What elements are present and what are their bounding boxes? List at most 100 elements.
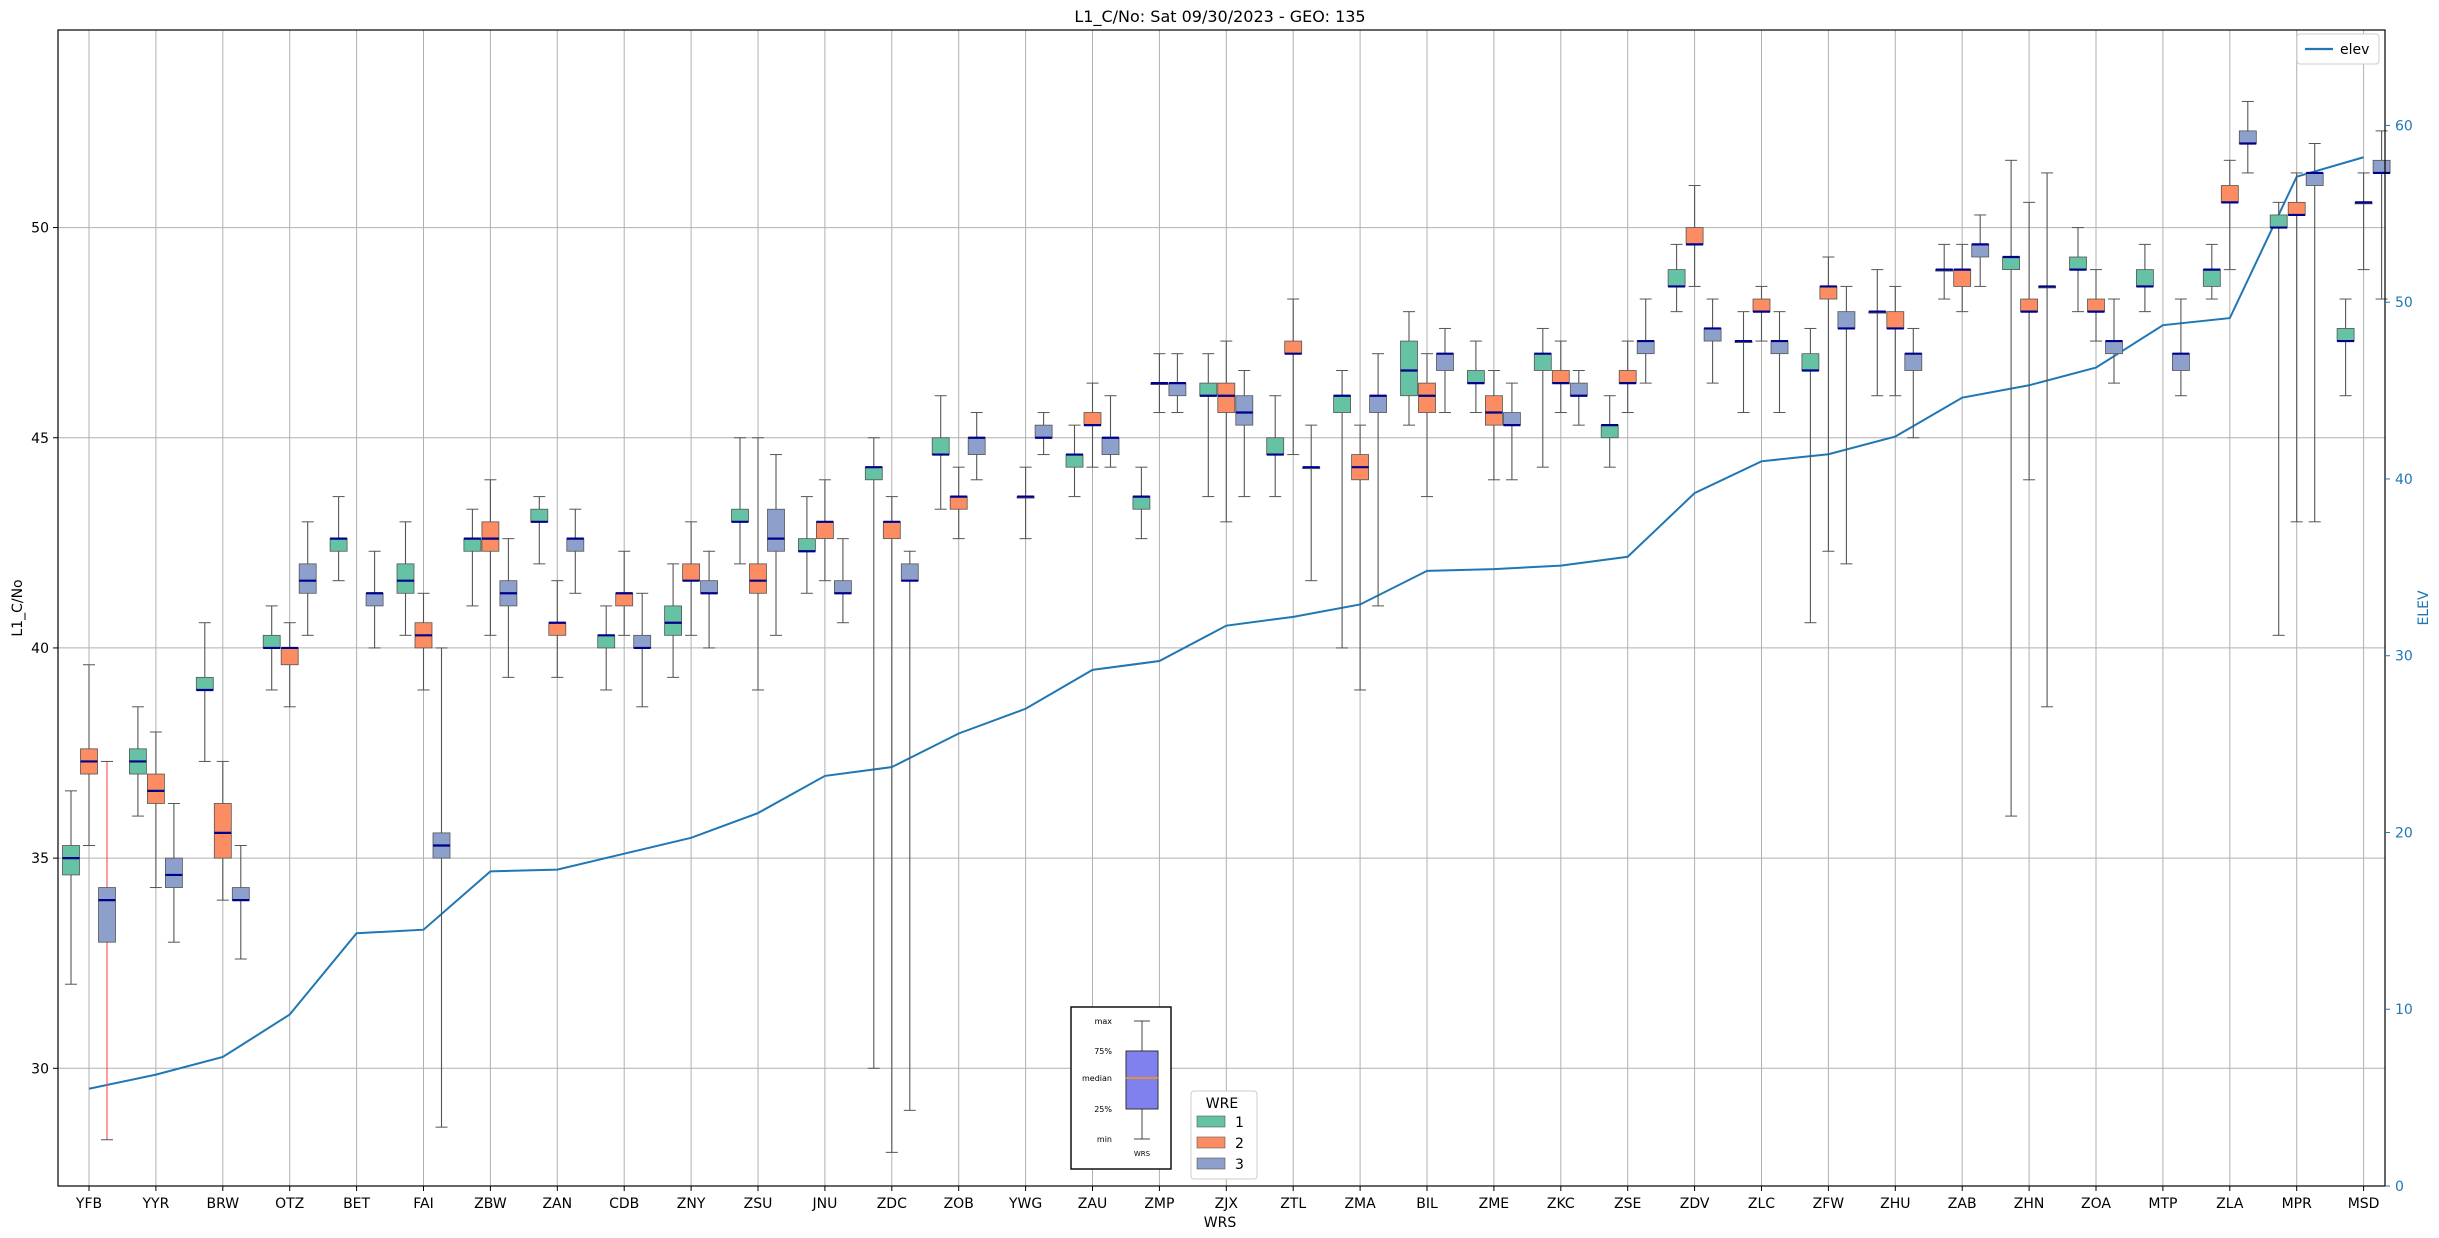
box-jnu-1 (798, 496, 816, 594)
box-body (2069, 256, 2087, 271)
box-zjx-3 (1235, 369, 1254, 498)
box-otz-1 (262, 605, 281, 691)
box-zau-2 (1083, 382, 1102, 468)
box-body (365, 592, 384, 607)
box-msd-3 (2372, 130, 2391, 300)
box-body (1101, 437, 1120, 455)
box-body (633, 634, 652, 649)
plot-frame (57, 29, 2386, 1187)
box-body (1034, 424, 1053, 439)
box-body (1503, 412, 1521, 426)
elev-line (88, 156, 2364, 1090)
elev-layer (88, 156, 2364, 1090)
box-zbw-3 (499, 538, 518, 678)
box-brw-3 (231, 845, 250, 960)
box-body (2135, 269, 2154, 287)
box-zkc-3 (1569, 369, 1588, 426)
wre-legend-label-2: 2 (1235, 1136, 1244, 1152)
box-body (195, 676, 214, 691)
key-box: max 75% median 25% min WRS (1070, 1006, 1172, 1170)
box-zob-3 (967, 412, 986, 481)
box-brw-1 (195, 622, 214, 762)
box-body (231, 887, 250, 901)
box-zsu-3 (767, 454, 785, 636)
x-tick-label: OTZ (275, 1196, 304, 1212)
key-box-body (1125, 1050, 1159, 1110)
box-body (62, 845, 80, 876)
box-body (664, 605, 682, 636)
box-body (2105, 340, 2123, 355)
box-zdc-3 (900, 550, 919, 1111)
x-tick-label: ZAB (1948, 1196, 1977, 1212)
box-jnu-3 (834, 538, 852, 624)
box-body (1618, 370, 1637, 384)
x-tick-label: ZMP (1144, 1196, 1174, 1212)
chart-title: L1_C/No: Sat 09/30/2023 - GEO: 135 (1074, 7, 1365, 27)
box-body (967, 437, 986, 455)
box-body (1369, 395, 1387, 413)
box-body (164, 857, 183, 888)
box-bil-2 (1418, 353, 1436, 498)
x-tick-label: JNU (811, 1196, 837, 1212)
box-zan-3 (566, 508, 585, 594)
box-zhu-3 (1904, 327, 1923, 439)
box-body (262, 634, 281, 649)
box-zhn-1 (2002, 159, 2020, 817)
box-body (1400, 340, 1418, 397)
key-label-q3: 75% (1094, 1047, 1112, 1056)
box-otz-3 (298, 521, 317, 636)
box-body (864, 466, 883, 481)
right-axis-label: ELEV (2416, 590, 2432, 625)
x-tick-label: ZOB (944, 1196, 974, 1212)
box-zla-1 (2202, 243, 2221, 300)
box-zab-2 (1953, 243, 1972, 313)
box-body (1953, 269, 1972, 287)
box-zab-1 (1935, 243, 1954, 300)
box-body (2287, 201, 2306, 216)
box-body (700, 580, 718, 594)
box-body (1837, 311, 1856, 329)
box-body (280, 647, 299, 666)
box-mtp-1 (2135, 243, 2154, 313)
box-ywg-3 (1034, 412, 1053, 456)
y-tick-label: 50 (31, 221, 49, 237)
box-fai-3 (432, 647, 451, 1128)
box-body (1569, 382, 1588, 397)
box-zab-3 (1971, 214, 1990, 287)
box-zoa-2 (2087, 269, 2105, 342)
box-zse-1 (1600, 395, 1619, 468)
box-mpr-2 (2287, 172, 2306, 523)
box-zkc-1 (1533, 327, 1552, 468)
y-tick-label: 45 (31, 431, 49, 447)
box-body (1132, 496, 1151, 510)
box-zny-3 (700, 550, 718, 649)
box-body (1886, 311, 1905, 329)
box-zma-3 (1369, 353, 1387, 607)
box-zkc-2 (1551, 340, 1570, 414)
x-tick-label: YWG (1008, 1196, 1042, 1212)
box-body (2171, 353, 2190, 371)
box-body (767, 508, 785, 552)
box-zmp-3 (1168, 353, 1187, 414)
box-body (2269, 214, 2288, 228)
x-tick-label: ZNY (677, 1196, 706, 1212)
box-body (1770, 340, 1789, 355)
box-zdv-2 (1685, 185, 1704, 287)
x-tick-label: YFB (75, 1196, 102, 1212)
box-yyr-1 (128, 706, 147, 817)
x-tick-label: ZDV (1680, 1196, 1710, 1212)
box-zny-1 (664, 563, 682, 678)
right-tick-label: 50 (2395, 295, 2413, 311)
box-body (566, 538, 585, 552)
key-label-median: median (1082, 1074, 1112, 1083)
box-body (900, 563, 919, 582)
box-body (481, 521, 500, 552)
box-ywg-2 (1016, 466, 1035, 540)
box-body (1168, 382, 1187, 397)
key-box-xlabel: WRS (1134, 1150, 1151, 1158)
elev-legend: elev (2296, 33, 2380, 65)
box-body (2202, 269, 2221, 287)
box-body (1703, 328, 1722, 342)
axes: YFB YYR BRW OTZ BET FAI ZBW ZAN CDB ZNY ZSU JNU ZDC Z… (31, 118, 2413, 1212)
box-zau-3 (1101, 395, 1120, 468)
